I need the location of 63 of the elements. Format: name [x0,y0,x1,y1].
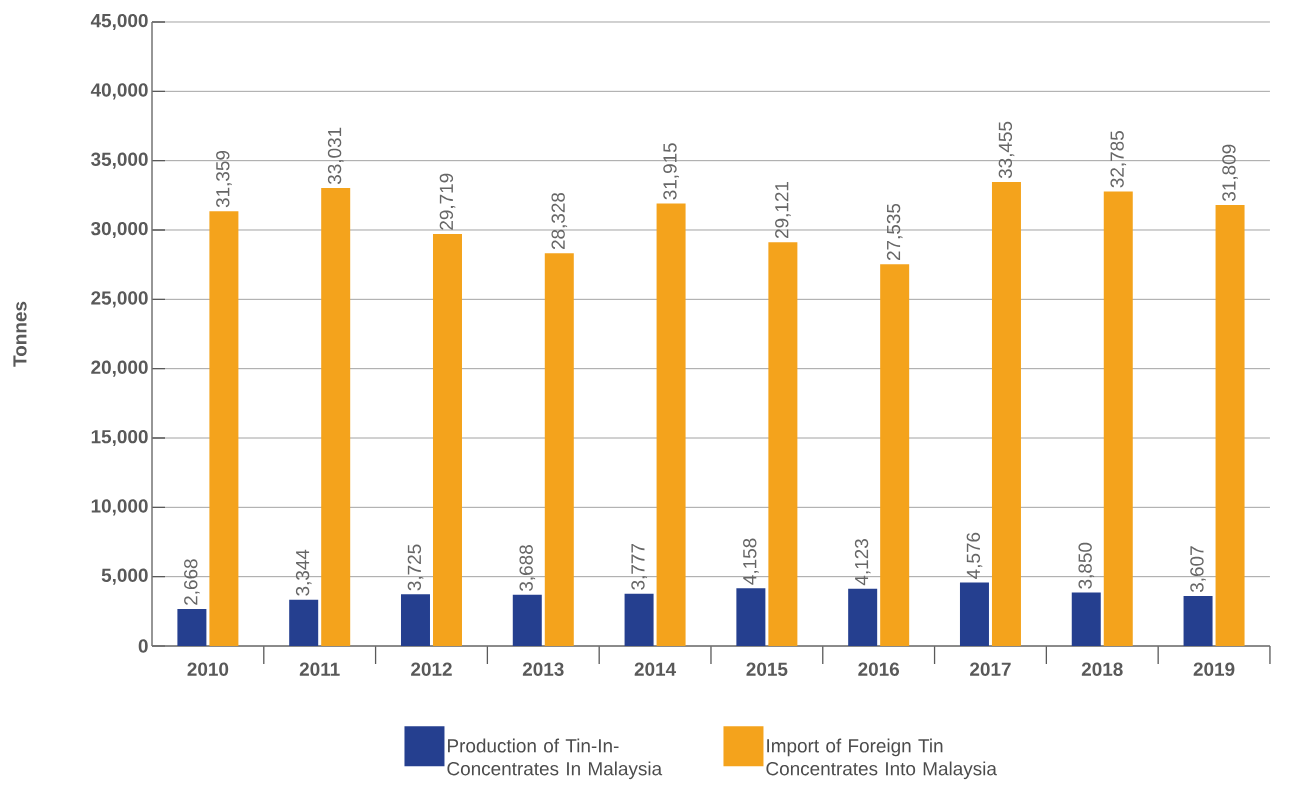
x-tick-label: 2013 [522,662,564,676]
data-label: 32,785 [1110,131,1127,188]
data-label: 27,535 [886,203,903,261]
data-label: 3,344 [295,549,312,596]
legend-label: Import of Foreign Tin Concentrates Into Malaysia [766,738,997,780]
data-label: 3,850 [1078,542,1095,589]
y-tick-label: 45,000 [90,13,148,31]
x-tick-label: 2014 [634,662,677,676]
data-label: 3,777 [631,544,647,590]
data-label: 31,915 [663,143,679,200]
data-label: 4,158 [743,538,759,585]
x-tick-label: 2017 [970,662,1011,676]
y-tick-label: 25,000 [91,291,148,308]
bar [1183,595,1213,646]
x-tick-label: 2016 [858,662,900,676]
bar [991,182,1021,646]
data-label: 3,607 [1190,546,1206,593]
bar [512,594,542,646]
legend-label: Production of Tin-In-Concentrates In Malaysia [447,738,663,780]
bar [400,594,430,646]
x-tick-label: 2019 [1193,662,1235,676]
y-tick-label: 0 [138,639,148,653]
bar [624,593,654,646]
bar [959,582,989,646]
bar [848,588,878,646]
data-label: 4,576 [966,532,983,579]
bar [321,187,351,646]
data-label: 33,031 [327,127,344,185]
bar [209,211,239,646]
data-label: 4,123 [854,539,871,586]
y-tick-label: 30,000 [91,221,148,239]
bar [1103,191,1133,646]
x-tick-label: 2015 [746,662,788,676]
bar [289,599,319,646]
data-label: 31,809 [1222,144,1238,201]
y-tick-label: 5,000 [101,568,148,585]
bar [544,253,574,646]
y-tick-label: 20,000 [91,360,148,377]
y-axis-title: Tonnes [13,301,27,367]
bar [656,203,686,646]
y-tick-label: 15,000 [91,429,148,447]
data-label: 3,725 [407,544,424,591]
y-tick-label: 35,000 [91,152,148,169]
data-label: 3,688 [519,545,536,591]
y-tick-label: 40,000 [90,83,148,100]
data-label: 33,455 [998,121,1015,179]
bar [880,264,910,646]
data-label: 29,719 [439,173,456,230]
x-tick-label: 2012 [411,662,452,676]
bar [1215,204,1245,646]
data-label: 2,668 [184,559,200,605]
bar [432,233,462,646]
bar [736,588,766,646]
bar [768,242,798,646]
bar [177,609,207,646]
data-label: 28,328 [551,192,568,250]
x-tick-label: 2010 [187,662,229,676]
bar [1071,592,1101,646]
x-tick-label: 2018 [1081,662,1123,676]
data-label: 31,359 [216,150,232,208]
x-tick-label: 2011 [299,662,340,676]
data-label: 29,121 [775,182,791,239]
y-tick-label: 10,000 [91,499,148,516]
